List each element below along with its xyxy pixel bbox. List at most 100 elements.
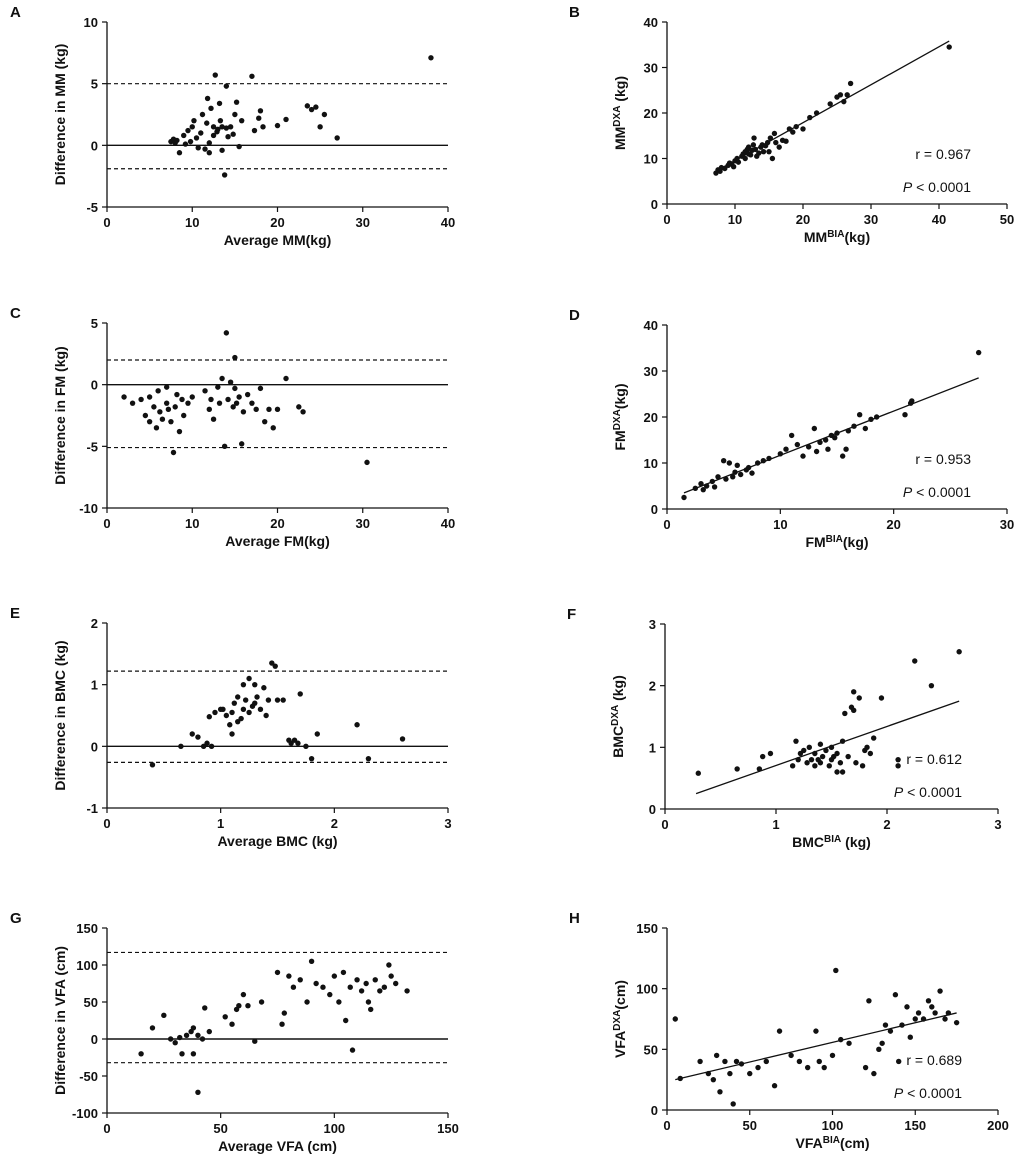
data-point: [263, 712, 269, 719]
y-tick-label: 0: [91, 1032, 98, 1047]
data-point: [822, 437, 829, 443]
data-point: [244, 391, 251, 398]
y-tick-label: 10: [644, 456, 658, 471]
data-point: [747, 152, 754, 158]
data-point: [817, 741, 824, 747]
p-value-symbol: P: [903, 484, 913, 500]
data-point: [677, 1075, 683, 1082]
data-point: [795, 756, 801, 763]
data-point: [896, 1058, 902, 1065]
data-point: [726, 460, 733, 466]
data-point: [219, 147, 225, 153]
y-tick-label: 150: [76, 921, 98, 936]
data-point: [737, 471, 744, 478]
data-point: [929, 1004, 935, 1010]
data-point: [252, 700, 258, 706]
data-point: [219, 375, 225, 382]
y-axis-label: VFADXA(cm): [612, 980, 629, 1058]
x-tick-label: 50: [743, 1118, 757, 1133]
data-point: [236, 394, 242, 400]
panel-h: H0 50 100 150 200050100150VFABIA(cm)VFADXA(c…: [569, 910, 1009, 1151]
y-tick-label: -5: [86, 200, 98, 215]
data-point: [280, 697, 286, 703]
y-axis-label-superscript: DXA: [612, 1010, 623, 1031]
data-point: [257, 108, 264, 114]
y-tick-label: 50: [84, 995, 98, 1010]
y-tick-label: 20: [644, 106, 658, 121]
data-point: [692, 485, 699, 491]
data-point: [283, 116, 289, 123]
data-point: [672, 1016, 678, 1022]
data-point: [837, 92, 844, 98]
data-point: [340, 969, 347, 976]
data-point: [235, 694, 241, 700]
data-point: [206, 150, 212, 156]
y-axis-label-base: FM: [612, 430, 628, 450]
p-value-symbol: P: [894, 784, 904, 800]
data-point: [845, 428, 852, 434]
x-axis-label: Average BMC (kg): [217, 833, 337, 849]
data-point: [223, 330, 230, 336]
data-point: [705, 1070, 712, 1077]
data-point: [710, 1076, 717, 1083]
data-point: [755, 1064, 761, 1071]
data-point: [221, 172, 228, 178]
data-point: [304, 103, 311, 109]
x-axis-label-base: MM: [804, 229, 827, 245]
data-point: [864, 744, 870, 751]
y-axis-label-superscript: DXA: [612, 106, 623, 127]
data-point: [161, 1012, 167, 1019]
data-point: [915, 1010, 922, 1016]
p-value-text: < 0.0001: [903, 1085, 962, 1101]
data-point: [206, 140, 212, 146]
x-tick-label: 40: [932, 212, 946, 227]
data-point: [178, 743, 184, 750]
data-point: [839, 453, 846, 459]
data-point: [879, 1040, 885, 1046]
x-tick-label: 30: [356, 215, 370, 230]
data-point: [698, 481, 704, 487]
data-point: [851, 423, 857, 429]
data-point: [842, 710, 848, 717]
data-point: [844, 92, 850, 98]
data-point: [170, 449, 177, 456]
x-tick-label: 1: [217, 816, 224, 831]
data-point: [138, 396, 144, 403]
data-point: [176, 150, 183, 156]
data-point: [813, 110, 820, 116]
data-point: [793, 738, 799, 744]
y-tick-label: 0: [91, 138, 98, 153]
data-point: [190, 1051, 197, 1057]
x-axis-label-unit: (cm): [840, 1135, 870, 1151]
data-point: [878, 695, 885, 701]
data-point: [230, 131, 236, 137]
data-point: [895, 756, 901, 763]
data-point: [274, 406, 281, 413]
data-point: [813, 1028, 819, 1034]
data-point: [281, 1010, 288, 1016]
data-point: [232, 354, 238, 361]
data-point: [365, 999, 372, 1005]
data-point: [829, 1052, 836, 1059]
x-tick-label: 40: [441, 516, 455, 531]
data-point: [823, 747, 829, 754]
data-point: [826, 763, 832, 769]
data-point: [208, 743, 215, 750]
data-point: [215, 126, 221, 132]
data-point: [216, 100, 223, 107]
data-point: [847, 80, 854, 87]
data-point: [759, 753, 766, 760]
x-axis-label: VFABIA(cm): [795, 1135, 869, 1152]
data-point: [747, 1070, 753, 1077]
data-point: [272, 663, 278, 669]
data-point: [399, 736, 406, 742]
data-point: [709, 478, 716, 485]
data-point: [249, 400, 255, 406]
data-point: [257, 385, 264, 392]
panel-letter: G: [10, 910, 22, 927]
panel-letter: F: [567, 606, 576, 623]
data-point: [904, 1004, 910, 1010]
data-point: [816, 1058, 822, 1065]
x-tick-label: 100: [323, 1121, 345, 1136]
